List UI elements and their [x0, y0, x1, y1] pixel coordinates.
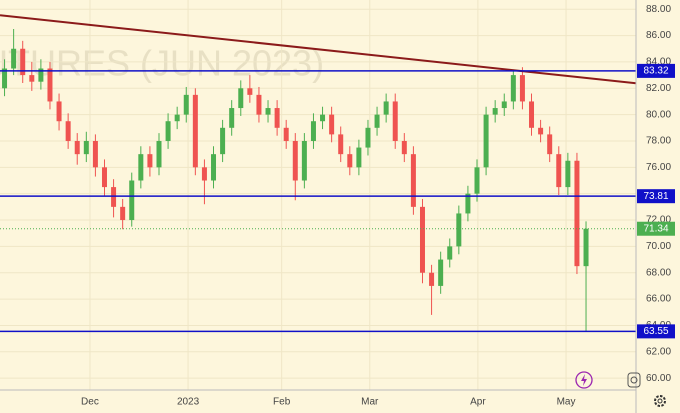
level-box [637, 189, 675, 204]
candle-body [165, 121, 171, 141]
candle-body [574, 160, 580, 267]
x-tick-label: 2023 [177, 397, 200, 408]
level-box [637, 63, 675, 78]
candle-body [11, 48, 17, 69]
candle-body [356, 147, 362, 168]
candle-body [419, 206, 425, 273]
candle-body [338, 134, 344, 155]
candle-body [156, 140, 162, 168]
candle-body [456, 213, 462, 247]
candle-body [120, 206, 126, 221]
candle-body [519, 75, 525, 102]
candle-body [410, 154, 416, 207]
candle-body [301, 140, 307, 181]
candle-body [256, 94, 262, 115]
candle-body [274, 108, 280, 128]
candle-body [29, 75, 35, 82]
candle-body [2, 68, 8, 89]
candle-body [129, 180, 135, 221]
y-tick-label: 84.00 [646, 57, 671, 68]
candle-body [447, 246, 453, 260]
candle-body [147, 154, 153, 168]
y-tick-label: 88.00 [646, 4, 671, 15]
candle-body [38, 68, 44, 82]
candle-body [247, 88, 253, 95]
candle-body [538, 127, 544, 135]
last-price-label: 71.34 [643, 223, 668, 234]
candle-body [438, 259, 444, 286]
candle-body [383, 101, 389, 115]
level-label: 73.81 [643, 191, 668, 202]
candle-body [392, 101, 398, 141]
x-tick-label: Dec [81, 397, 99, 408]
candle-body [465, 193, 471, 214]
candle-body [201, 167, 207, 181]
candle-body [101, 167, 107, 188]
candle-body [183, 94, 189, 115]
candle-body [320, 114, 326, 122]
alert-icon[interactable] [575, 371, 593, 389]
candle-body [492, 108, 498, 115]
candle-body [365, 127, 371, 148]
x-tick-label: May [557, 397, 576, 408]
y-tick-label: 66.00 [646, 294, 671, 305]
candle-body [65, 121, 71, 141]
y-tick-label: 72.00 [646, 215, 671, 226]
y-tick-label: 78.00 [646, 136, 671, 147]
candle-body [347, 154, 353, 168]
candle-body [510, 75, 516, 102]
y-tick-label: 76.00 [646, 162, 671, 173]
candle-body [529, 101, 535, 128]
candle-body [211, 154, 217, 181]
settings-icon[interactable] [654, 395, 666, 407]
trend-line [0, 14, 637, 85]
candle-body [429, 272, 435, 286]
candle-body [20, 48, 26, 76]
candle-body [92, 140, 98, 168]
candle-body [565, 160, 571, 188]
last-price-box [637, 221, 675, 236]
y-tick-label: 86.00 [646, 30, 671, 41]
candle-body [138, 154, 144, 181]
candle-body [220, 127, 226, 155]
candle-body [283, 127, 289, 141]
x-tick-label: Feb [273, 397, 291, 408]
candle-body [474, 167, 480, 194]
timezone-icon[interactable] [627, 372, 641, 388]
candle-body [238, 88, 244, 109]
candle-body [265, 108, 271, 115]
candle-body [501, 101, 507, 109]
x-tick-label: Mar [361, 397, 379, 408]
y-tick-label: 62.00 [646, 346, 671, 357]
candle-body [310, 121, 316, 141]
candle-body [329, 114, 335, 135]
y-tick-label: 70.00 [646, 241, 671, 252]
candle-body [192, 94, 198, 168]
candle-body [547, 134, 553, 155]
x-tick-label: Apr [470, 397, 486, 408]
y-tick-label: 80.00 [646, 109, 671, 120]
candle-body [401, 140, 407, 155]
candle-body [229, 108, 235, 128]
y-tick-label: 60.00 [646, 373, 671, 384]
candle-body [47, 68, 53, 102]
candle-body [556, 154, 562, 188]
candle-body [74, 140, 80, 155]
candle-body [111, 187, 117, 207]
candle-body [374, 114, 380, 128]
y-tick-label: 82.00 [646, 83, 671, 94]
level-label: 63.55 [643, 326, 668, 337]
candle-body [483, 114, 489, 168]
candle-body [174, 114, 180, 122]
watermark: FUTURES (JUN 2023) [0, 43, 324, 84]
level-box [637, 324, 675, 339]
candle-body [56, 101, 62, 122]
candle-body [583, 228, 589, 267]
level-label: 83.32 [643, 66, 668, 77]
candle-body [83, 140, 89, 155]
candle-body [292, 140, 298, 181]
y-tick-label: 68.00 [646, 267, 671, 278]
